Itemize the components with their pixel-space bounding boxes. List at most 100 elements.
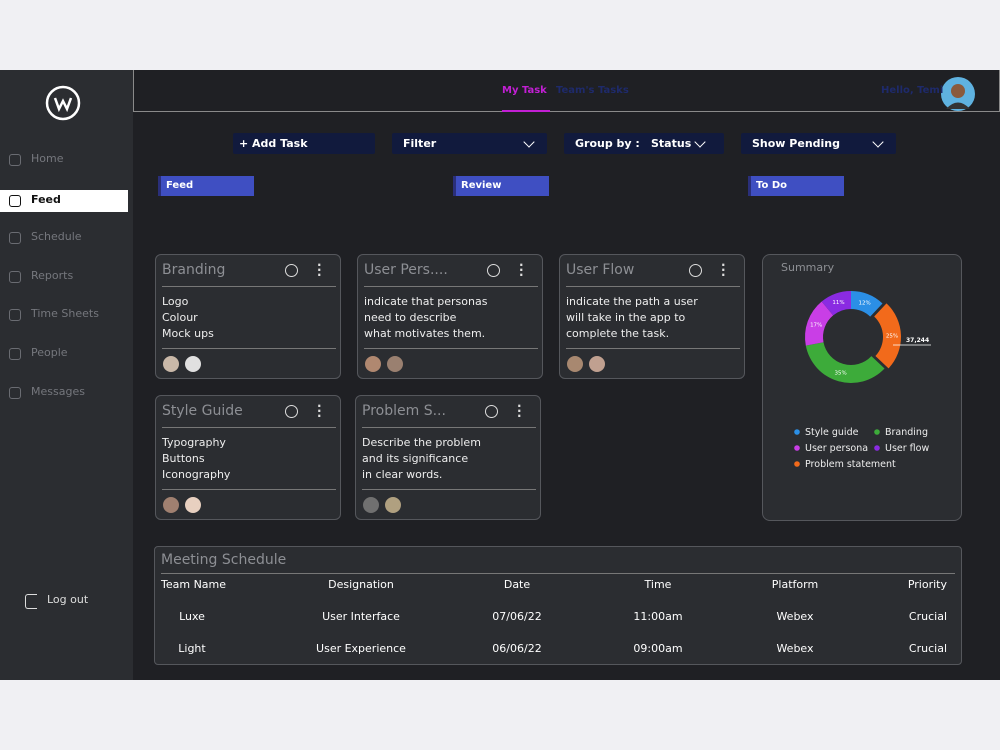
divider bbox=[362, 489, 536, 490]
nav-item[interactable]: Home bbox=[31, 152, 64, 165]
task-card[interactable]: User Pers.... · · · indicate that personas ne… bbox=[357, 254, 543, 379]
segment-label: 17% bbox=[810, 322, 822, 328]
donut-segment bbox=[804, 301, 834, 346]
divider bbox=[161, 573, 955, 574]
divider bbox=[162, 489, 336, 490]
card-title: User Flow bbox=[566, 262, 635, 278]
donut-segment bbox=[874, 303, 901, 369]
summary-chart: Summary 12% 25% 35% 17% 11% 37,244 Style guide B… bbox=[781, 261, 931, 470]
sidebar: Home Feed Schedule Reports Time Sheets People… bbox=[0, 70, 133, 680]
divider bbox=[162, 348, 336, 349]
avatar bbox=[385, 497, 401, 513]
summary-title: Summary bbox=[781, 261, 835, 274]
chevron bbox=[694, 136, 706, 148]
avatar bbox=[163, 497, 179, 513]
nav-item[interactable]: Reports bbox=[31, 269, 74, 282]
dropdown[interactable]: Filter bbox=[392, 133, 547, 154]
dropdown[interactable]: Show Pending bbox=[741, 133, 896, 154]
card-title: User Pers.... bbox=[364, 262, 448, 278]
nav-icon bbox=[9, 348, 21, 360]
more-icon[interactable]: · · · bbox=[519, 258, 524, 282]
avatar bbox=[589, 356, 605, 372]
task-card[interactable]: Branding · · · Logo Colour Mock ups bbox=[155, 254, 341, 379]
task-card[interactable]: Problem S... · · · Describe the problem and i… bbox=[355, 395, 541, 520]
card-line: complete the task. bbox=[566, 327, 670, 340]
table-header: Time bbox=[644, 578, 672, 591]
divider bbox=[364, 348, 538, 349]
group-dropdown[interactable]: Group by : Status bbox=[564, 133, 724, 154]
card-title: Style Guide bbox=[162, 403, 243, 419]
table-cell: User Interface bbox=[322, 610, 400, 623]
nav-item[interactable]: Schedule bbox=[31, 230, 82, 243]
task-card[interactable]: User Flow · · · indicate the path a user will… bbox=[559, 254, 745, 379]
segment-label: 35% bbox=[835, 371, 847, 377]
nav-icon bbox=[9, 271, 21, 283]
logo bbox=[45, 85, 81, 121]
nav-item[interactable]: Time Sheets bbox=[31, 307, 99, 320]
meeting-panel: Meeting Schedule Team Name Designation Date… bbox=[154, 546, 962, 665]
nav-item[interactable]: People bbox=[31, 346, 68, 359]
card-line: Describe the problem bbox=[362, 436, 481, 449]
segment-label: 11% bbox=[832, 300, 844, 306]
table-cell: Light bbox=[178, 642, 206, 655]
close-icon[interactable] bbox=[285, 264, 298, 277]
column-header: To Do bbox=[748, 176, 844, 196]
task-card[interactable]: Style Guide · · · Typography Buttons Iconograp… bbox=[155, 395, 341, 520]
table-cell: Crucial bbox=[908, 642, 947, 655]
legend-label: User persona bbox=[805, 443, 868, 454]
close-icon[interactable] bbox=[485, 405, 498, 418]
app: Home Feed Schedule Reports Time Sheets People… bbox=[0, 70, 1000, 680]
card-line: and its significance bbox=[362, 452, 469, 465]
card-line: Logo bbox=[162, 295, 189, 308]
more-icon[interactable]: · · · bbox=[317, 399, 322, 423]
nav-item[interactable]: Messages bbox=[31, 385, 85, 398]
table-cell: User Experience bbox=[316, 642, 406, 655]
card-line: what motivates them. bbox=[364, 327, 486, 340]
divider bbox=[566, 348, 740, 349]
card-line: Iconography bbox=[162, 468, 231, 481]
table-cell: 11:00am bbox=[633, 610, 683, 623]
table-header: Platform bbox=[771, 578, 819, 591]
table-cell: Webex bbox=[776, 642, 814, 655]
legend-label: Problem statement bbox=[805, 459, 896, 470]
card-line: in clear words. bbox=[362, 468, 443, 481]
nav-icon bbox=[9, 387, 21, 399]
nav-icon bbox=[9, 154, 21, 166]
donut-segment bbox=[821, 291, 851, 316]
more-icon[interactable]: · · · bbox=[721, 258, 726, 282]
more-icon[interactable]: · · · bbox=[317, 258, 322, 282]
divider bbox=[162, 427, 336, 428]
donut-segment bbox=[805, 342, 885, 384]
nav-icon bbox=[9, 232, 21, 244]
card-line: Typography bbox=[162, 436, 226, 449]
table-header: Date bbox=[503, 578, 531, 591]
profile-avatar[interactable] bbox=[940, 76, 976, 112]
avatar bbox=[163, 356, 179, 372]
tab[interactable]: My Task bbox=[502, 85, 547, 96]
close-icon[interactable] bbox=[285, 405, 298, 418]
table-cell: 07/06/22 bbox=[492, 610, 542, 623]
close-icon[interactable] bbox=[689, 264, 702, 277]
add-task-button[interactable]: + Add Task bbox=[233, 133, 375, 154]
close-icon[interactable] bbox=[487, 264, 500, 277]
divider bbox=[362, 427, 536, 428]
card-line: need to describe bbox=[364, 311, 457, 324]
table-cell: Crucial bbox=[908, 610, 947, 623]
tab[interactable]: Team's Tasks bbox=[556, 85, 629, 96]
legend-label: Style guide bbox=[805, 427, 859, 438]
nav-item[interactable]: Feed bbox=[31, 193, 61, 206]
column-header: Feed bbox=[158, 176, 254, 196]
legend-swatch bbox=[874, 429, 880, 435]
summary-panel: Summary 12% 25% 35% 17% 11% 37,244 Style guide B… bbox=[762, 254, 962, 521]
table-cell: Webex bbox=[776, 610, 814, 623]
legend-swatch bbox=[874, 445, 880, 451]
card-line: Mock ups bbox=[162, 327, 214, 340]
logout[interactable]: Log out bbox=[47, 593, 89, 606]
more-icon[interactable]: · · · bbox=[517, 399, 522, 423]
donut-segment bbox=[851, 291, 883, 317]
meeting-title: Meeting Schedule bbox=[161, 552, 287, 568]
table-cell: 09:00am bbox=[633, 642, 683, 655]
nav-icon bbox=[9, 195, 21, 207]
